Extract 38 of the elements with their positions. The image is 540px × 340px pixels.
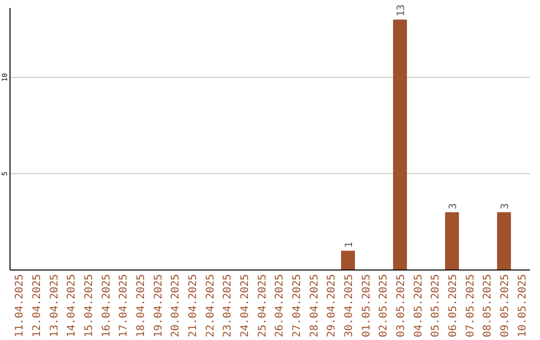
x-tick-label: 18.04.2025 bbox=[135, 274, 147, 338]
x-tick-label: 02.05.2025 bbox=[378, 274, 390, 338]
x-tick-label: 30.04.2025 bbox=[343, 274, 355, 338]
x-tick-label: 25.04.2025 bbox=[256, 274, 268, 338]
x-tick-label: 29.04.2025 bbox=[326, 274, 338, 338]
data-label: 13 bbox=[396, 4, 407, 17]
x-tick-label: 07.05.2025 bbox=[464, 274, 476, 338]
x-tick-label: 03.05.2025 bbox=[395, 274, 407, 338]
x-tick-label: 04.05.2025 bbox=[412, 274, 424, 338]
data-label: 1 bbox=[344, 242, 355, 248]
x-tick-label: 15.04.2025 bbox=[83, 274, 95, 338]
x-tick-label: 09.05.2025 bbox=[499, 274, 511, 338]
x-tick-label: 13.04.2025 bbox=[48, 274, 60, 338]
bar bbox=[393, 20, 407, 270]
data-label: 3 bbox=[448, 203, 459, 210]
data-label: 3 bbox=[500, 203, 511, 210]
x-tick-label: 17.04.2025 bbox=[118, 274, 130, 338]
x-tick-label: 14.04.2025 bbox=[66, 274, 78, 338]
x-tick-label: 01.05.2025 bbox=[360, 274, 372, 338]
bar bbox=[341, 250, 355, 270]
x-tick-label: 26.04.2025 bbox=[274, 274, 286, 338]
x-tick-label: 22.04.2025 bbox=[204, 274, 216, 338]
x-tick-label: 19.04.2025 bbox=[152, 274, 164, 338]
x-tick-label: 16.04.2025 bbox=[100, 274, 112, 338]
x-tick-label: 10.05.2025 bbox=[516, 274, 528, 338]
x-tick-label: 05.05.2025 bbox=[430, 274, 442, 338]
x-tick-label: 27.04.2025 bbox=[291, 274, 303, 338]
x-tick-label: 11.04.2025 bbox=[14, 274, 26, 338]
x-tick-label: 28.04.2025 bbox=[308, 274, 320, 338]
x-tick-label: 21.04.2025 bbox=[187, 274, 199, 338]
x-tick-label: 24.04.2025 bbox=[239, 274, 251, 338]
x-tick-label: 08.05.2025 bbox=[482, 274, 494, 338]
bar bbox=[445, 212, 459, 270]
x-tick-label: 23.04.2025 bbox=[222, 274, 234, 338]
x-tick-label: 06.05.2025 bbox=[447, 274, 459, 338]
x-tick-label: 20.04.2025 bbox=[170, 274, 182, 338]
bar bbox=[497, 212, 511, 270]
x-tick-label: 12.04.2025 bbox=[31, 274, 43, 338]
